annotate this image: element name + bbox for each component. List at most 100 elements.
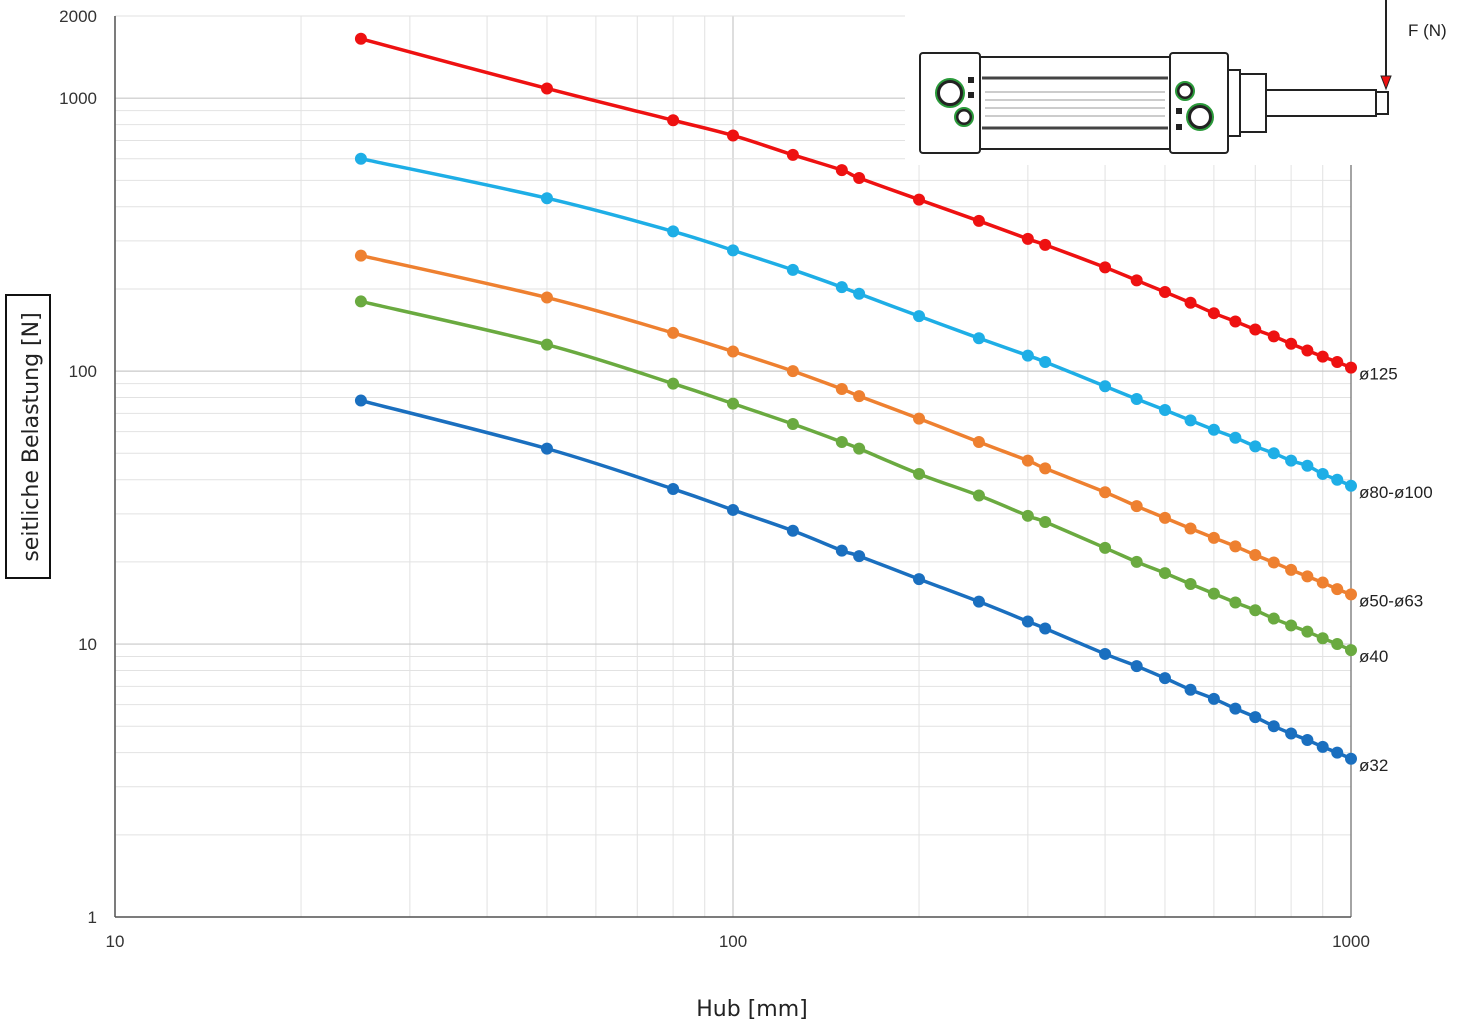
data-point [1021,615,1034,628]
data-point [972,435,985,448]
data-point [1099,380,1112,393]
data-point [540,338,553,351]
data-point [1039,238,1052,251]
data-point [1316,576,1329,589]
data-point [1316,740,1329,753]
data-point [354,295,367,308]
data-point [1158,672,1171,685]
series-ø32 [354,394,1357,765]
data-point [1249,548,1262,561]
data-point [1158,511,1171,524]
data-point [1301,459,1314,472]
x-axis-title: Hub [mm] [696,997,807,1022]
data-point [1039,622,1052,635]
data-point [1345,361,1357,374]
series-label: ø50-ø63 [1359,591,1423,610]
data-point [354,152,367,165]
data-point [1249,323,1262,336]
data-point [913,310,926,323]
data-point [727,503,739,516]
data-point [786,263,799,276]
data-point [540,442,553,455]
data-point [667,114,680,127]
data-point [853,550,866,563]
data-point [1345,588,1357,601]
data-point [1285,454,1298,467]
data-point [1099,486,1112,499]
y-tick-label: 2000 [59,7,97,26]
data-point [1285,619,1298,632]
data-point [1316,632,1329,645]
series-ø125 [354,32,1357,374]
data-point [1039,462,1052,475]
data-point [667,482,680,495]
data-point [853,287,866,300]
data-point [1158,285,1171,298]
data-point [1331,583,1344,596]
series-line [360,299,1352,652]
data-point [786,524,799,537]
data-point [853,442,866,455]
data-point [1184,577,1197,590]
data-point [1229,540,1242,553]
data-point [1184,296,1197,309]
data-point [354,394,367,407]
x-tick-label: 100 [719,932,747,951]
data-point [540,291,553,304]
data-point [1316,467,1329,480]
data-point [1158,404,1171,417]
x-tick-label: 10 [106,932,125,951]
series-ø80-ø100 [354,152,1357,492]
data-point [1267,720,1280,733]
data-point [667,225,680,238]
data-point [1229,431,1242,444]
series-label: ø125 [1359,365,1398,384]
data-point [835,544,848,557]
data-point [727,129,739,142]
series-group [354,32,1357,765]
tick-labels: 10 100 1000 1 10 100 1000 2000 [59,7,1370,951]
x-tick-label: 1000 [1332,932,1370,951]
data-point [1184,414,1197,427]
data-point [667,326,680,339]
data-point [786,418,799,431]
data-point [853,171,866,184]
data-point [1267,447,1280,460]
cylinder-illustration: F (N) [905,0,1458,165]
data-point [1345,644,1357,657]
y-axis-title: seitliche Belastung [N] [19,312,44,561]
data-point [1099,541,1112,554]
data-point [727,345,739,358]
data-point [1301,625,1314,638]
data-point [1207,587,1220,600]
series-labels: ø125 ø80-ø100 ø50-ø63 ø40 ø32 [1359,365,1433,775]
data-point [1229,702,1242,715]
data-point [1229,596,1242,609]
data-point [913,412,926,425]
data-point [972,595,985,608]
data-point [1301,734,1314,747]
data-point [1267,330,1280,343]
data-point [1229,315,1242,328]
data-point [835,281,848,294]
data-point [1285,563,1298,576]
data-point [1021,232,1034,245]
data-point [1331,638,1344,651]
y-tick-label: 1000 [59,89,97,108]
data-point [1267,556,1280,569]
data-point [1130,660,1143,673]
data-point [1331,746,1344,759]
data-point [853,390,866,403]
data-point [972,332,985,345]
data-point [1184,522,1197,535]
data-point [727,244,739,257]
data-point [1158,567,1171,580]
data-point [835,164,848,177]
data-point [913,193,926,206]
y-tick-label: 1 [88,908,97,927]
data-point [786,148,799,161]
axes [114,16,1352,918]
data-point [1249,711,1262,724]
data-point [1099,647,1112,660]
